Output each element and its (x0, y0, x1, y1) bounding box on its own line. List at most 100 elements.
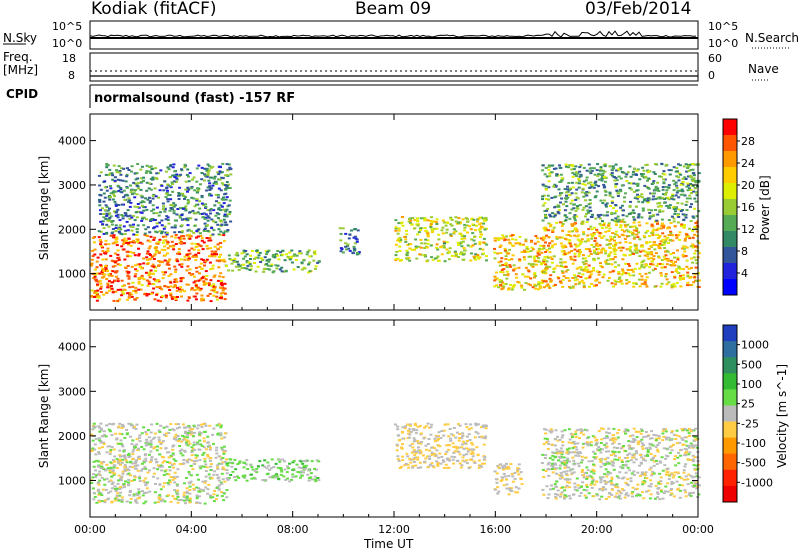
power-pixel (681, 209, 684, 211)
power-pixel (126, 292, 130, 295)
power-pixel (550, 246, 554, 249)
power-pixel (661, 210, 665, 213)
velocity-pixel (190, 454, 194, 457)
velocity-pixel (191, 435, 195, 438)
velocity-pixel (418, 442, 422, 445)
power-pixel (661, 186, 665, 188)
power-pixel (544, 188, 548, 191)
power-pixel (217, 260, 221, 263)
power-pixel (625, 229, 629, 232)
power-pixel (558, 167, 562, 169)
velocity-pixel (291, 461, 295, 464)
power-pixel (617, 264, 621, 267)
power-pixel (413, 227, 417, 230)
power-pixel (95, 280, 99, 283)
power-pixel (307, 263, 311, 266)
velocity-pixel (120, 444, 124, 447)
power-pixel (170, 181, 174, 184)
power-pixel (180, 288, 184, 291)
power-pixel (675, 271, 679, 274)
velocity-pixel (181, 423, 185, 426)
velocity-pixel (158, 441, 162, 443)
power-pixel (625, 215, 629, 218)
velocity-pixel (177, 499, 181, 501)
power-pixel (619, 249, 623, 252)
power-pixel (565, 233, 569, 236)
power-pixel (171, 166, 175, 169)
power-pixel (286, 255, 290, 258)
velocity-pixel (221, 461, 225, 464)
velocity-pixel (277, 478, 281, 481)
power-pixel (630, 188, 634, 191)
power-pixel (620, 282, 624, 285)
power-pixel (213, 245, 217, 248)
velocity-pixel (104, 488, 108, 491)
power-pixel (669, 232, 673, 235)
power-pixel (167, 267, 171, 270)
power-pixel (119, 167, 123, 170)
power-pixel (559, 242, 563, 245)
velocity-pixel (198, 490, 202, 493)
power-pixel (146, 226, 150, 229)
velocity-pixel (157, 429, 161, 432)
velocity-pixel (155, 449, 159, 452)
power-pixel (95, 272, 99, 275)
velocity-pixel (92, 498, 96, 501)
velocity-pixel (469, 427, 473, 430)
power-pixel (533, 276, 536, 279)
power-pixel (626, 171, 630, 174)
power-pixel (148, 170, 152, 173)
power-pixel (292, 268, 296, 271)
power-pixel (608, 165, 612, 168)
velocity-pixel (95, 501, 99, 504)
velocity-pixel (185, 490, 189, 493)
power-pixel (556, 210, 560, 213)
velocity-pixel (120, 458, 124, 461)
power-pixel (416, 224, 420, 227)
power-pixel (102, 212, 106, 215)
power-pixel (542, 280, 546, 283)
velocity-pixel (127, 454, 130, 456)
velocity-pixel (648, 437, 652, 440)
velocity-pixel (687, 432, 691, 435)
power-pixel (547, 168, 551, 171)
power-pixel (195, 288, 199, 291)
power-pixel (635, 227, 639, 230)
power-pixel (608, 204, 612, 207)
velocity-pixel (473, 436, 477, 439)
velocity-pixel (107, 480, 111, 483)
velocity-pixel (464, 442, 468, 445)
velocity-pixel (517, 463, 521, 466)
velocity-pixel (188, 442, 192, 445)
velocity-pixel (137, 490, 141, 493)
power-pixel (175, 173, 179, 176)
power-pixel (177, 251, 181, 254)
power-pixel (157, 264, 161, 267)
power-pixel (576, 172, 580, 175)
power-pixel (353, 235, 357, 238)
power-pixel (497, 239, 501, 241)
power-pixel (140, 242, 144, 245)
power-pixel (670, 285, 674, 288)
velocity-pixel (113, 464, 117, 467)
power-pixel (197, 228, 201, 231)
power-pixel (493, 251, 497, 254)
velocity-pixel (600, 457, 604, 460)
power-pixel (108, 185, 112, 187)
power-pixel (128, 214, 132, 217)
power-pixel (653, 285, 657, 288)
power-pixel (578, 281, 582, 284)
velocity-pixel (609, 479, 613, 482)
power-pixel (653, 248, 657, 251)
power-pixel (418, 253, 422, 256)
power-pixel (668, 207, 672, 209)
velocity-pixel (496, 492, 500, 495)
power-pixel (249, 254, 253, 257)
power-pixel (253, 257, 256, 260)
power-pixel (394, 259, 398, 262)
power-pixel (212, 275, 216, 278)
power-pixel (294, 259, 298, 261)
power-pixel (573, 243, 577, 246)
power-pixel (180, 218, 184, 221)
velocity-pixel (212, 500, 216, 503)
